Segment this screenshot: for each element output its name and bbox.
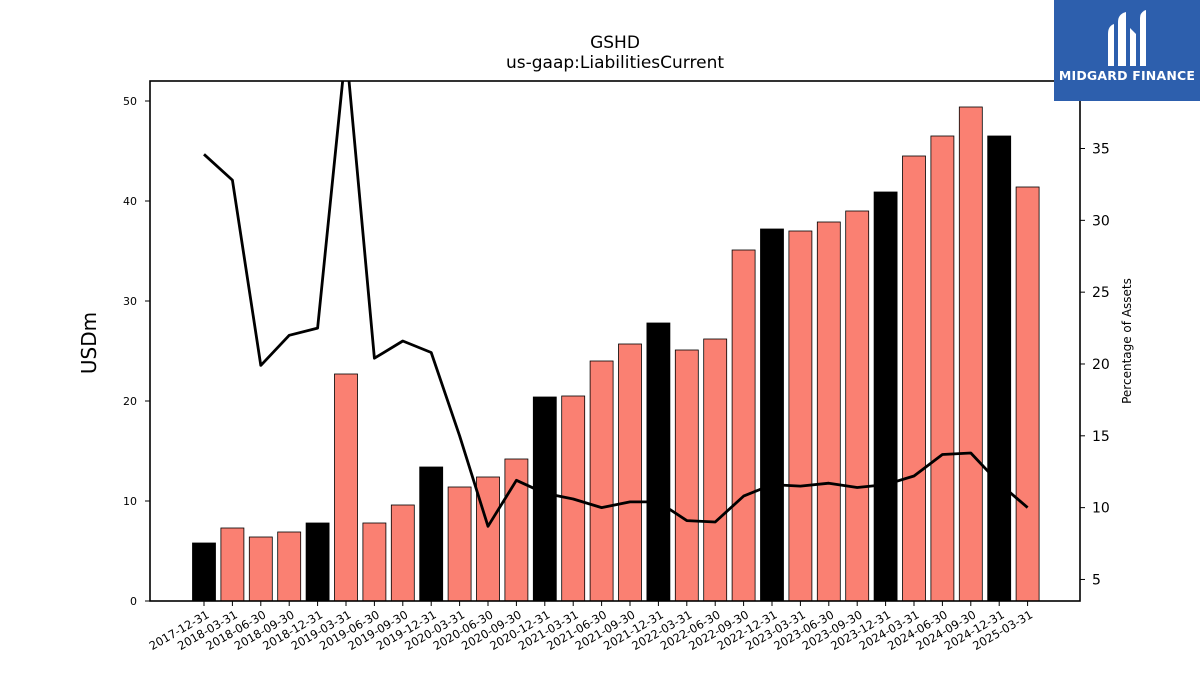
y-tick-label-left: 50 (123, 95, 137, 108)
y-tick-label-left: 30 (123, 295, 137, 308)
chart-title: GSHD (590, 33, 640, 53)
y-axis-label-right: Percentage of Assets (1120, 278, 1134, 404)
y-tick-label-right: 10 (1092, 501, 1110, 517)
bar (816, 221, 841, 602)
y-tick-label-left: 40 (123, 195, 137, 208)
bar (589, 360, 614, 602)
plot-frame (149, 80, 1081, 602)
bar (476, 476, 500, 602)
bar (390, 504, 415, 602)
bar (220, 527, 245, 602)
y-tick-label-right: 25 (1092, 285, 1110, 301)
bar (646, 322, 671, 602)
y-tick-label-right: 35 (1092, 142, 1110, 158)
bar (788, 230, 813, 602)
bar (987, 135, 1012, 602)
midgard-finance-logo: MIDGARD FINANCE (1054, 0, 1200, 101)
y-tick-label-right: 20 (1092, 357, 1110, 373)
bar (192, 542, 216, 602)
bar (447, 486, 472, 602)
bar (362, 522, 387, 602)
percentage-line (203, 81, 1029, 528)
y-axis-label-left: USDm (77, 311, 101, 375)
y-tick-label-left: 0 (130, 595, 137, 608)
bar (334, 373, 358, 602)
bar (845, 210, 870, 602)
bar (1015, 186, 1040, 602)
y-tick-label-left: 10 (123, 495, 137, 508)
bar (760, 228, 784, 602)
bar (305, 522, 330, 602)
bar (248, 536, 273, 602)
bar (674, 349, 699, 602)
y-tick-label-right: 5 (1092, 572, 1101, 588)
bar (277, 531, 302, 602)
bar (958, 106, 983, 602)
bar (532, 396, 557, 602)
chart-subtitle: us-gaap:LiabilitiesCurrent (505, 53, 725, 73)
bar (902, 155, 926, 602)
bar (731, 249, 756, 602)
bar (618, 343, 642, 602)
bar (930, 135, 955, 602)
y-tick-label-left: 20 (123, 395, 137, 408)
bar (703, 338, 728, 602)
bar (419, 466, 444, 602)
y-tick-label-right: 30 (1092, 213, 1110, 229)
logo-mark-icon (1108, 10, 1146, 66)
bar (873, 191, 898, 602)
y-tick-label-right: 15 (1092, 429, 1110, 445)
logo-text: MIDGARD FINANCE (1058, 68, 1196, 83)
